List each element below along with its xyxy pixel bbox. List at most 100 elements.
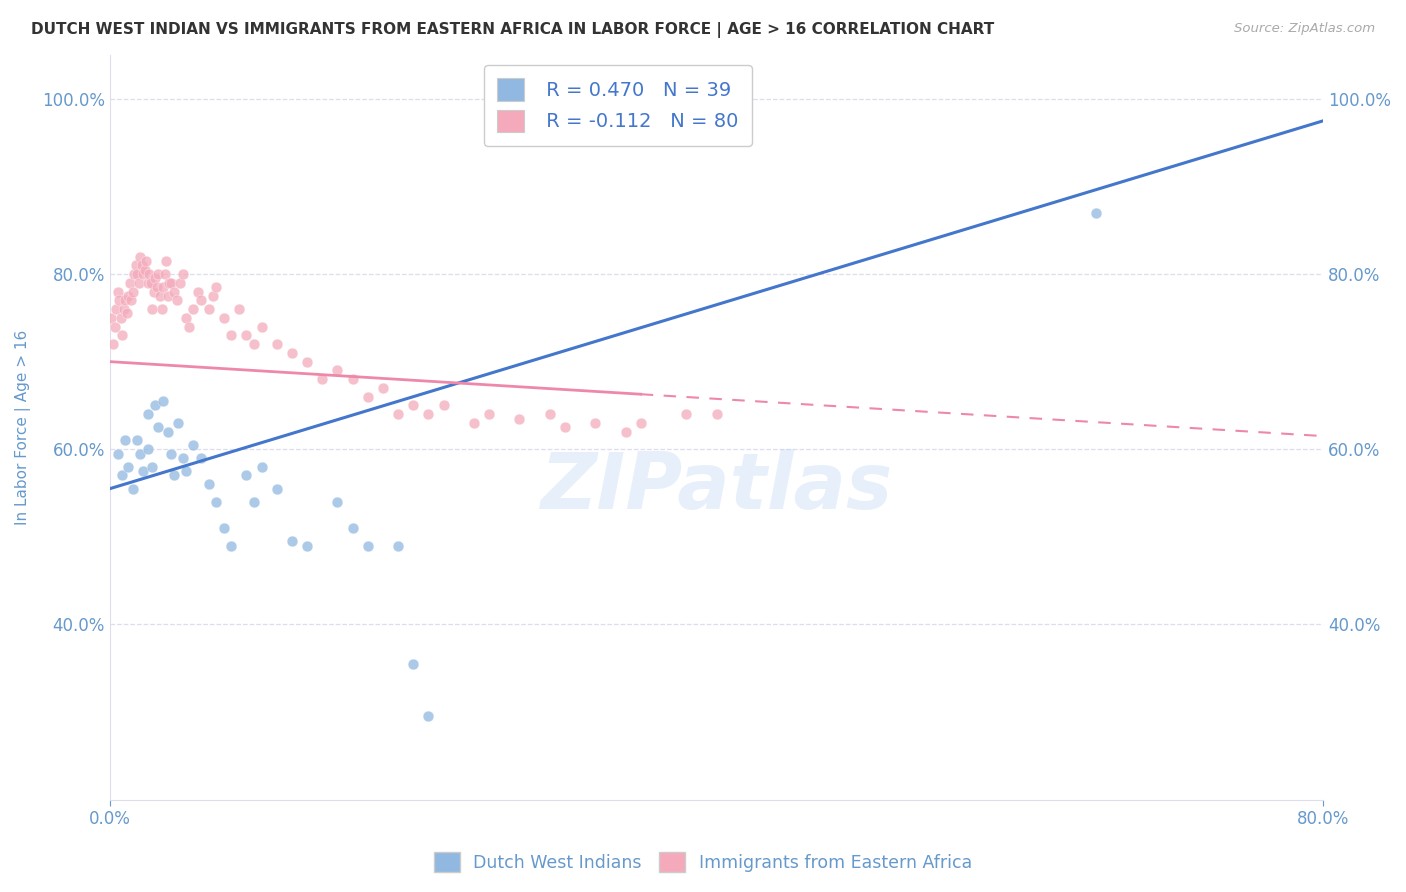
Point — [146, 280, 169, 294]
Point — [121, 482, 143, 496]
Point — [508, 411, 530, 425]
Point — [125, 258, 148, 272]
Point — [139, 276, 162, 290]
Point — [120, 293, 142, 308]
Point — [145, 271, 167, 285]
Point — [387, 539, 409, 553]
Point — [128, 276, 150, 290]
Point — [169, 276, 191, 290]
Point — [135, 254, 157, 268]
Point — [163, 468, 186, 483]
Point — [101, 337, 124, 351]
Point — [183, 438, 205, 452]
Point — [371, 381, 394, 395]
Point — [243, 495, 266, 509]
Point — [418, 407, 440, 421]
Point — [107, 447, 129, 461]
Point — [342, 372, 364, 386]
Point — [187, 285, 209, 299]
Point — [115, 306, 138, 320]
Point — [295, 354, 318, 368]
Point — [212, 310, 235, 325]
Point — [167, 416, 190, 430]
Point — [326, 363, 349, 377]
Point — [281, 346, 304, 360]
Text: Source: ZipAtlas.com: Source: ZipAtlas.com — [1234, 22, 1375, 36]
Point — [706, 407, 728, 421]
Point — [433, 399, 456, 413]
Point — [136, 442, 159, 457]
Point — [197, 477, 219, 491]
Point — [131, 258, 153, 272]
Point — [478, 407, 501, 421]
Point — [156, 289, 179, 303]
Point — [136, 407, 159, 421]
Point — [111, 468, 134, 483]
Point — [554, 420, 576, 434]
Point — [172, 450, 194, 465]
Point — [141, 302, 163, 317]
Point — [152, 280, 174, 294]
Point — [174, 310, 197, 325]
Point — [149, 289, 172, 303]
Point — [155, 254, 177, 268]
Point — [110, 310, 132, 325]
Point — [675, 407, 697, 421]
Point — [132, 464, 155, 478]
Point — [172, 267, 194, 281]
Point — [117, 459, 139, 474]
Legend:  R = 0.470   N = 39,  R = -0.112   N = 80: R = 0.470 N = 39, R = -0.112 N = 80 — [484, 65, 752, 145]
Point — [190, 450, 212, 465]
Point — [357, 390, 380, 404]
Point — [142, 285, 165, 299]
Point — [228, 302, 250, 317]
Point — [136, 276, 159, 290]
Point — [177, 319, 200, 334]
Y-axis label: In Labor Force | Age > 16: In Labor Force | Age > 16 — [15, 330, 31, 525]
Point — [221, 539, 243, 553]
Point — [402, 399, 425, 413]
Point — [138, 267, 160, 281]
Point — [159, 447, 181, 461]
Point — [105, 302, 128, 317]
Point — [117, 289, 139, 303]
Point — [387, 407, 409, 421]
Point — [250, 459, 273, 474]
Point — [148, 420, 170, 434]
Text: DUTCH WEST INDIAN VS IMMIGRANTS FROM EASTERN AFRICA IN LABOR FORCE | AGE > 16 CO: DUTCH WEST INDIAN VS IMMIGRANTS FROM EAS… — [31, 22, 994, 38]
Point — [121, 285, 143, 299]
Point — [107, 285, 129, 299]
Point — [202, 289, 225, 303]
Point — [295, 539, 318, 553]
Point — [205, 495, 228, 509]
Point — [190, 293, 212, 308]
Point — [221, 328, 243, 343]
Point — [281, 534, 304, 549]
Point — [145, 399, 167, 413]
Point — [235, 468, 257, 483]
Point — [122, 267, 145, 281]
Point — [114, 434, 136, 448]
Legend: Dutch West Indians, Immigrants from Eastern Africa: Dutch West Indians, Immigrants from East… — [426, 845, 980, 879]
Point — [134, 262, 156, 277]
Point — [266, 482, 288, 496]
Point — [1084, 206, 1107, 220]
Point — [197, 302, 219, 317]
Point — [463, 416, 485, 430]
Point — [108, 293, 131, 308]
Point — [150, 302, 173, 317]
Point — [100, 310, 122, 325]
Point — [103, 319, 125, 334]
Point — [266, 337, 288, 351]
Point — [342, 521, 364, 535]
Point — [614, 425, 637, 439]
Point — [129, 250, 152, 264]
Point — [583, 416, 606, 430]
Point — [152, 394, 174, 409]
Point — [118, 276, 141, 290]
Point — [166, 293, 188, 308]
Point — [243, 337, 266, 351]
Point — [114, 293, 136, 308]
Point — [156, 425, 179, 439]
Point — [112, 302, 135, 317]
